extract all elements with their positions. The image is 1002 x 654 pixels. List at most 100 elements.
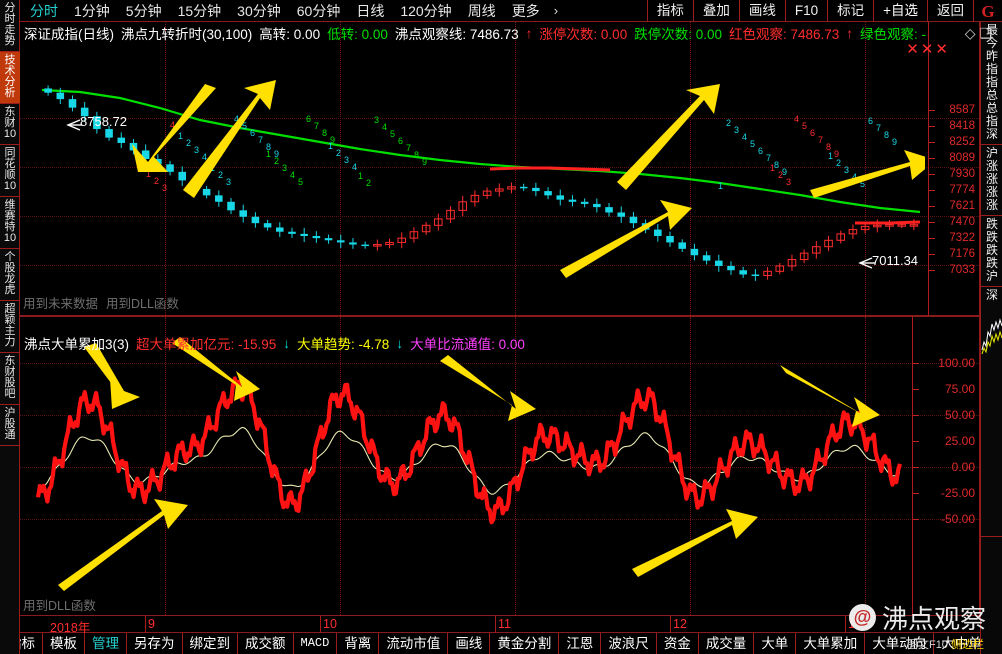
svg-text:2: 2: [154, 176, 159, 186]
timeframe-tab-9[interactable]: 更多: [511, 2, 540, 19]
bottom-btn-large-order-flow[interactable]: 大单动向: [865, 633, 935, 654]
overlay-button[interactable]: 叠加: [692, 0, 739, 22]
svg-text:1: 1: [718, 181, 723, 191]
bottom-btn-drawline[interactable]: 画线: [448, 633, 491, 654]
sidebar-item-0[interactable]: 分时走势: [0, 0, 20, 52]
right-sidebar-label: 深: [985, 288, 998, 302]
timeframe-tab-3[interactable]: 15分钟: [177, 2, 222, 19]
bottom-btn-wave-ruler[interactable]: 波浪尺: [601, 633, 657, 654]
price-axis-label: 7470: [949, 216, 975, 228]
svg-text:6: 6: [810, 128, 815, 138]
indicator-axis-label: 50.00: [944, 408, 975, 422]
bottom-toolbar: 指标 模板 管理 另存为 绑定到 成交额 MACD 背离 流动市值 画线 黄金分…: [0, 633, 1002, 654]
f10-button[interactable]: F10: [784, 0, 827, 22]
price-chart-panel[interactable]: 8587 8418 8252 8089 7930 7774 7621 7470 …: [20, 22, 980, 316]
mini-chart: [981, 302, 1002, 362]
bottom-btn-gann[interactable]: 江恩: [559, 633, 602, 654]
bottom-btn-template[interactable]: 模板: [43, 633, 85, 654]
date-label-2: 10: [323, 617, 337, 631]
bottom-btn-manage[interactable]: 管理: [85, 633, 127, 654]
sidebar-item-label: 分时走势: [4, 2, 16, 47]
sidebar-item-5[interactable]: 个股龙虎: [0, 249, 20, 301]
sidebar-item-label: 东财10: [3, 106, 17, 140]
sidebar-item-label: 技术分析: [4, 54, 16, 99]
timeframe-tab-4[interactable]: 30分钟: [237, 2, 281, 19]
price-axis-label: 8252: [949, 136, 975, 148]
bottom-btn-bindto[interactable]: 绑定到: [183, 633, 238, 654]
price-axis-label: 7774: [949, 184, 975, 196]
svg-text:3: 3: [162, 183, 167, 193]
symbol-title: 深证成指(日线): [24, 27, 114, 42]
bottom-btn-divergence[interactable]: 背离: [337, 633, 380, 654]
red-observe-value: 红色观察: 7486.73: [728, 27, 840, 42]
mark-button[interactable]: 标记: [827, 0, 873, 22]
window-controls[interactable]: ◇ ❑: [964, 25, 992, 41]
svg-text:7: 7: [406, 143, 411, 153]
bottom-btn-large-order[interactable]: 大单: [754, 633, 797, 654]
low-turn-value: 低转: 0.00: [327, 27, 388, 42]
add-watchlist-button[interactable]: +自选: [873, 0, 927, 22]
bottom-btn-volume[interactable]: 成交量: [699, 633, 755, 654]
indicator-chart-panel[interactable]: 100.00 75.00 50.00 25.00 0.00 -25.00 -50…: [20, 316, 980, 616]
svg-text:1: 1: [178, 131, 183, 141]
bottom-btn-saveas[interactable]: 另存为: [127, 633, 183, 654]
sidebar-item-4[interactable]: 维赛特10: [0, 197, 20, 249]
watermark-subtext: 图文F10 侧边栏: [907, 636, 984, 652]
timeframe-tab-1[interactable]: 1分钟: [74, 2, 110, 19]
date-axis: 2018年 9 10 11 12 1: [20, 616, 980, 635]
bottom-btn-capital[interactable]: 资金: [657, 633, 699, 654]
timeframe-tab-0[interactable]: 分时: [30, 2, 58, 19]
right-sidebar-label: 沪: [985, 146, 998, 160]
right-sidebar-group-3: 深: [981, 287, 1002, 537]
svg-text:4: 4: [234, 114, 239, 124]
sidebar-item-7[interactable]: 东财股吧: [0, 353, 20, 405]
marker-dots-icon: ✕✕✕: [906, 41, 950, 58]
indicator-button[interactable]: 指标: [646, 0, 693, 22]
svg-text:1: 1: [266, 149, 271, 159]
right-sidebar-label: 涨: [985, 159, 998, 173]
back-button[interactable]: 返回: [927, 0, 974, 22]
right-sidebar-label: 指: [985, 75, 998, 89]
sidebar-item-3[interactable]: 同花顺10: [0, 145, 20, 197]
svg-text:2: 2: [726, 118, 731, 128]
sidebar-item-label: 超颖主力: [4, 303, 16, 348]
svg-text:5: 5: [802, 121, 807, 131]
svg-text:9: 9: [892, 137, 897, 147]
bottom-btn-golden-ratio[interactable]: 黄金分割: [490, 633, 560, 654]
sidebar-item-8[interactable]: 沪股通: [0, 405, 20, 446]
arrow-up-i1: [58, 499, 188, 591]
price-axis-label: 7930: [949, 168, 975, 180]
sidebar-item-6[interactable]: 超颖主力: [0, 301, 20, 353]
timeframe-tab-7[interactable]: 120分钟: [400, 2, 452, 19]
high-turn-value: 高转: 0.00: [259, 27, 321, 42]
indicator-axis-label: 25.00: [944, 434, 975, 448]
future-data-note-1: 用到DLL函数: [106, 297, 179, 311]
timeframe-tab-8[interactable]: 周线: [467, 2, 496, 19]
draw-line-button[interactable]: 画线: [738, 0, 785, 22]
down-arrow-icon: ↓: [283, 335, 291, 351]
up-arrow-icon: ↑: [525, 25, 533, 41]
svg-text:9: 9: [782, 167, 787, 177]
indicator-axis-label: 0.00: [951, 460, 975, 474]
bottom-btn-macd[interactable]: MACD: [294, 633, 338, 654]
bottom-btn-turnover[interactable]: 成交额: [238, 633, 294, 654]
sidebar-item-2[interactable]: 东财10: [0, 104, 20, 145]
sidebar-item-1[interactable]: 技术分析: [0, 52, 20, 104]
indicator-series: [35, 376, 903, 525]
large-order-ratio-value: 大单比流通值: 0.00: [410, 337, 525, 352]
timeframe-tab-5[interactable]: 60分钟: [296, 2, 341, 19]
limit-down-count: 跌停次数: 0.00: [634, 27, 722, 42]
sidebar-item-label: 同花顺10: [3, 147, 17, 192]
svg-text:5: 5: [298, 177, 303, 187]
bottom-btn-large-order-cum[interactable]: 大单累加: [796, 633, 866, 654]
chevron-right-icon[interactable]: ›: [553, 3, 559, 18]
bottom-btn-float-mktcap[interactable]: 流动市值: [379, 633, 449, 654]
indicator-name: 沸点九转折时(30,100): [121, 27, 253, 42]
svg-text:7: 7: [314, 121, 319, 131]
indicator-axis-label: 75.00: [944, 382, 975, 396]
svg-text:7: 7: [258, 135, 263, 145]
timeframe-tab-2[interactable]: 5分钟: [125, 2, 162, 19]
svg-text:2: 2: [274, 156, 279, 166]
timeframe-tab-6[interactable]: 日线: [356, 2, 385, 19]
svg-text:3: 3: [282, 163, 287, 173]
